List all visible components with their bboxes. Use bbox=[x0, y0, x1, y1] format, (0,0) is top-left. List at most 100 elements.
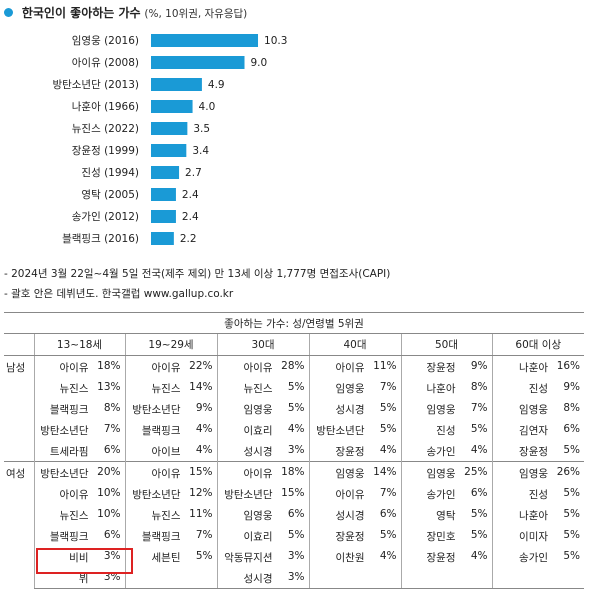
table-cell: 임영웅 5% bbox=[216, 398, 309, 419]
category-label: 진성 (1994) bbox=[81, 167, 139, 179]
percent-value: 9% bbox=[195, 402, 213, 414]
table-cell: 나훈아 8% bbox=[400, 377, 492, 398]
artist-name: 송가인 bbox=[519, 552, 549, 564]
percent-value: 16% bbox=[556, 360, 581, 372]
percent-value: 6% bbox=[379, 508, 397, 520]
artist-name: 트세라핌 bbox=[49, 446, 89, 458]
table-cell: 이효리 4% bbox=[216, 419, 309, 440]
group-label: 남성 bbox=[6, 362, 26, 374]
table-cell: 아이유 10% bbox=[33, 483, 125, 504]
table-cell: 장윤정 9% bbox=[400, 355, 492, 377]
table-row: 블랙핑크 8% 방탄소년단 9% 임영웅 5% 성시경 5% 임영웅 7% 임영웅 8% bbox=[4, 398, 585, 419]
table-cell: 블랙핑크 8% bbox=[33, 398, 125, 419]
table-cell: 블랙핑크 7% bbox=[124, 525, 217, 546]
percent-value: 5% bbox=[379, 423, 397, 435]
table-cell: 장민호 5% bbox=[400, 525, 492, 546]
table-cell: 임영웅 6% bbox=[216, 504, 309, 525]
bar bbox=[151, 78, 202, 91]
age-gender-table-wrap: 좋아하는 가수: 성/연령별 5위권 13~18세 19~29세 30대 40대 50대 6… bbox=[4, 312, 585, 589]
table-cell: 임영웅 8% bbox=[491, 398, 585, 419]
artist-name: 뉴진스 bbox=[151, 510, 181, 522]
table-cell: 임영웅 7% bbox=[308, 377, 401, 398]
percent-value: 5% bbox=[470, 529, 488, 541]
table-cell: 성시경 3% bbox=[216, 440, 309, 462]
table-cell: 나훈아 16% bbox=[491, 355, 585, 377]
artist-name: 성시경 bbox=[335, 510, 365, 522]
bar bbox=[151, 100, 193, 113]
percent-value: 3% bbox=[287, 444, 305, 456]
value-label: 2.4 bbox=[182, 211, 199, 223]
artist-name: 세븐틴 bbox=[151, 552, 181, 564]
table-cell: 트세라핌 6% bbox=[33, 440, 125, 462]
artist-name: 뉴진스 bbox=[59, 383, 89, 395]
table-cell: 아이유 18% bbox=[33, 355, 125, 377]
percent-value: 7% bbox=[195, 529, 213, 541]
percent-value: 4% bbox=[379, 550, 397, 562]
percent-value: 6% bbox=[470, 487, 488, 499]
table-cell: 송가인 5% bbox=[491, 546, 585, 567]
table-cell: 장윤정 4% bbox=[308, 440, 401, 462]
table-cell: 성시경 5% bbox=[308, 398, 401, 419]
artist-name: 나훈아 bbox=[426, 383, 456, 395]
artist-name: 성시경 bbox=[243, 446, 273, 458]
artist-name: 블랙핑크 bbox=[141, 425, 181, 437]
table-row: 트세라핌 6% 아이브 4% 성시경 3% 장윤정 4% 송가인 4% 장윤정 5% bbox=[4, 440, 585, 462]
percent-value: 12% bbox=[189, 487, 213, 499]
percent-value: 14% bbox=[189, 381, 213, 393]
artist-name: 임영웅 bbox=[335, 468, 365, 480]
artist-name: 장윤정 bbox=[426, 362, 456, 374]
table-row: 여성 방탄소년단 20% 아이유 15% 아이유 18% 임영웅 14% 임영웅 25% 임영웅 26% bbox=[4, 461, 585, 589]
column-header: 40대 bbox=[308, 333, 401, 356]
percent-value: 25% bbox=[464, 466, 488, 478]
artist-name: 아이유 bbox=[243, 362, 273, 374]
table-cell: 블랙핑크 6% bbox=[33, 525, 125, 546]
value-label: 3.5 bbox=[193, 123, 210, 135]
category-label: 장윤정 (1999) bbox=[72, 145, 139, 157]
bar bbox=[151, 34, 259, 47]
percent-value: 4% bbox=[470, 550, 488, 562]
table-cell: 뉴진스 13% bbox=[33, 377, 125, 398]
percent-value: 11% bbox=[373, 360, 397, 372]
artist-name: 진성 bbox=[528, 489, 549, 501]
title-main: 한국인이 좋아하는 가수 bbox=[21, 6, 141, 20]
category-label: 나훈아 (1966) bbox=[72, 100, 139, 113]
percent-value: 18% bbox=[281, 466, 305, 478]
artist-name: 블랙핑크 bbox=[49, 404, 89, 416]
percent-value: 5% bbox=[287, 381, 305, 393]
percent-value: 7% bbox=[470, 402, 488, 414]
percent-value: 5% bbox=[379, 402, 397, 414]
table-cell: 비비 3% bbox=[33, 546, 125, 567]
table-cell: 방탄소년단 9% bbox=[124, 398, 217, 419]
artist-name: 뉴진스 bbox=[243, 383, 273, 395]
table-cell bbox=[124, 567, 217, 589]
table-cell: 임영웅 25% bbox=[400, 461, 492, 483]
group-label: 여성 bbox=[4, 461, 34, 589]
value-label: 10.3 bbox=[264, 35, 287, 47]
percent-value: 14% bbox=[373, 466, 397, 478]
artist-name: 장윤정 bbox=[426, 552, 456, 564]
artist-name: 성시경 bbox=[335, 404, 365, 416]
category-label: 아이유 (2008) bbox=[72, 57, 139, 69]
artist-name: 뉴진스 bbox=[59, 510, 89, 522]
column-header: 60대 이상 bbox=[491, 333, 585, 356]
percent-value: 5% bbox=[563, 487, 581, 499]
percent-value: 4% bbox=[379, 444, 397, 456]
bar bbox=[151, 144, 187, 157]
artist-name: 임영웅 bbox=[243, 404, 273, 416]
table-cell bbox=[308, 567, 401, 589]
percent-value: 22% bbox=[189, 360, 213, 372]
artist-name: 방탄소년단 bbox=[132, 489, 181, 501]
percent-value: 6% bbox=[103, 529, 121, 541]
percent-value: 20% bbox=[97, 466, 121, 478]
percent-value: 15% bbox=[281, 487, 305, 499]
percent-value: 5% bbox=[287, 402, 305, 414]
percent-value: 4% bbox=[195, 444, 213, 456]
artist-name: 나훈아 bbox=[519, 362, 549, 374]
table-cell: 아이유 22% bbox=[124, 355, 217, 377]
percent-value: 11% bbox=[189, 508, 213, 520]
table-cell: 영탁 5% bbox=[400, 504, 492, 525]
category-label: 뉴진스 (2022) bbox=[72, 123, 139, 135]
percent-value: 9% bbox=[563, 381, 581, 393]
percent-value: 5% bbox=[287, 529, 305, 541]
table-row: 뉴진스 13% 뉴진스 14% 뉴진스 5% 임영웅 7% 나훈아 8% 진성 9% bbox=[4, 377, 585, 398]
